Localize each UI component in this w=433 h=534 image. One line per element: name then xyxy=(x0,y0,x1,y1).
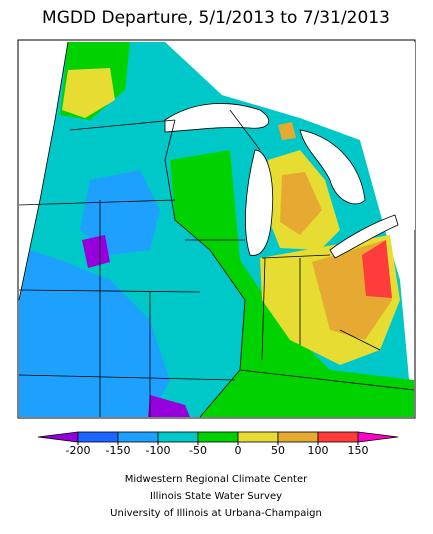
colorbar-segment xyxy=(317,431,359,443)
no-data xyxy=(190,42,415,230)
region-blue xyxy=(19,250,170,417)
colorbar-segment xyxy=(77,431,119,443)
region-green xyxy=(170,150,414,417)
title: MGDD Departure, 5/1/2013 to 7/31/2013 xyxy=(42,8,390,28)
colorbar-high xyxy=(357,431,399,443)
region-orange xyxy=(278,122,296,140)
colorbar-label: 100 xyxy=(308,444,329,457)
colorbar-label: 150 xyxy=(348,444,369,457)
region-yellow xyxy=(62,68,115,118)
colorbar-segment xyxy=(277,431,319,443)
state-borders xyxy=(18,41,415,418)
lake-erie xyxy=(329,214,399,259)
colorbar-low xyxy=(37,431,79,443)
credit-line: Illinois State Water Survey xyxy=(150,491,282,502)
region-orange xyxy=(280,172,322,235)
colorbar-segment xyxy=(237,431,279,443)
colorbar-segment xyxy=(197,431,239,443)
colorbar-label: -200 xyxy=(66,444,91,457)
region-purple xyxy=(148,395,190,417)
colorbar-segment xyxy=(117,431,159,443)
credit-line: University of Illinois at Urbana-Champai… xyxy=(110,508,322,519)
colorbar-label: -50 xyxy=(189,444,207,457)
credit-line: Midwestern Regional Climate Center xyxy=(125,474,308,485)
colorbar-label: 0 xyxy=(235,444,242,457)
colorbar-label: 50 xyxy=(271,444,285,457)
colorbar-label: -150 xyxy=(106,444,131,457)
lake-superior xyxy=(164,103,270,133)
colorbar-segment xyxy=(157,431,199,443)
colorbar: -200 -150 -100 -50 0 50 100 150 xyxy=(37,431,399,457)
credits: Midwestern Regional Climate Center Illino… xyxy=(110,474,322,519)
region-red xyxy=(362,240,392,298)
region-purple xyxy=(82,235,110,268)
lake-huron xyxy=(299,129,366,205)
map xyxy=(17,39,416,419)
lake-michigan xyxy=(245,149,274,256)
colorbar-label: -100 xyxy=(146,444,171,457)
